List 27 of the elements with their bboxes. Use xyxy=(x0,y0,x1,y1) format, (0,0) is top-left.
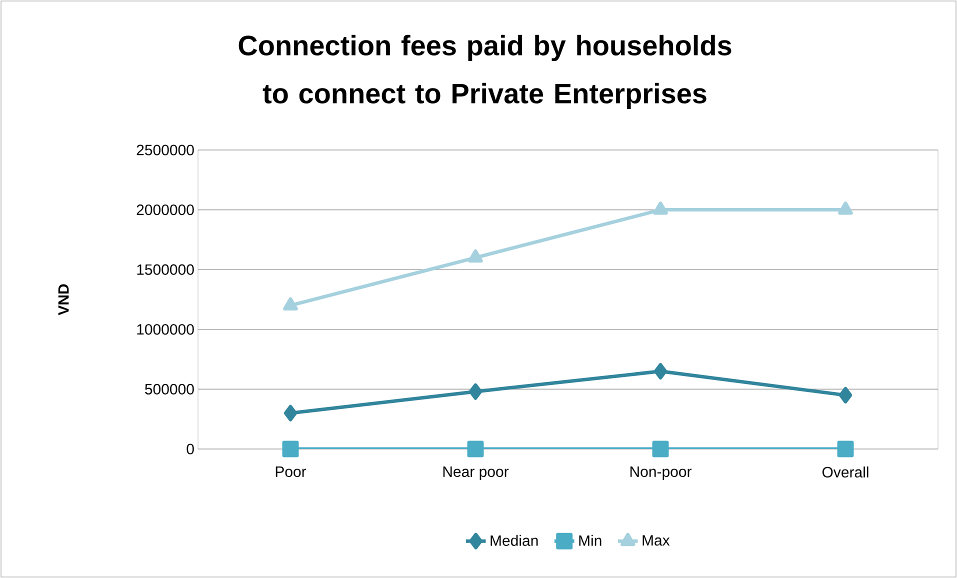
legend-label: Max xyxy=(642,535,670,546)
point xyxy=(282,440,299,458)
point xyxy=(654,363,668,380)
point xyxy=(837,440,854,458)
x-tick-label: Overall xyxy=(822,466,868,478)
point xyxy=(467,440,484,458)
y-tick-label: 500000 xyxy=(145,384,194,395)
point xyxy=(838,386,852,404)
y-tick-label: 0 xyxy=(186,444,194,454)
y-tick-label: 2500000 xyxy=(136,144,194,156)
y-axis-title: VND xyxy=(58,284,69,316)
legend-label: Min xyxy=(579,534,602,546)
point xyxy=(283,297,298,310)
point xyxy=(838,202,853,215)
x-tick-label: Non-poor xyxy=(630,466,692,480)
legend-label: Median xyxy=(490,534,538,546)
point xyxy=(653,202,668,215)
point xyxy=(652,440,669,458)
point xyxy=(468,249,483,263)
y-tick-label: 2000000 xyxy=(136,204,194,216)
y-tick-label: 1000000 xyxy=(137,324,194,335)
x-tick-label: Near poor xyxy=(443,466,509,480)
x-tick-label: Poor xyxy=(276,466,306,477)
point xyxy=(468,383,482,400)
y-tick-label: 1500000 xyxy=(137,264,194,275)
chart-title: Connection fees paid by households to connect to Private Enterprises xyxy=(238,34,732,110)
point xyxy=(284,404,298,422)
